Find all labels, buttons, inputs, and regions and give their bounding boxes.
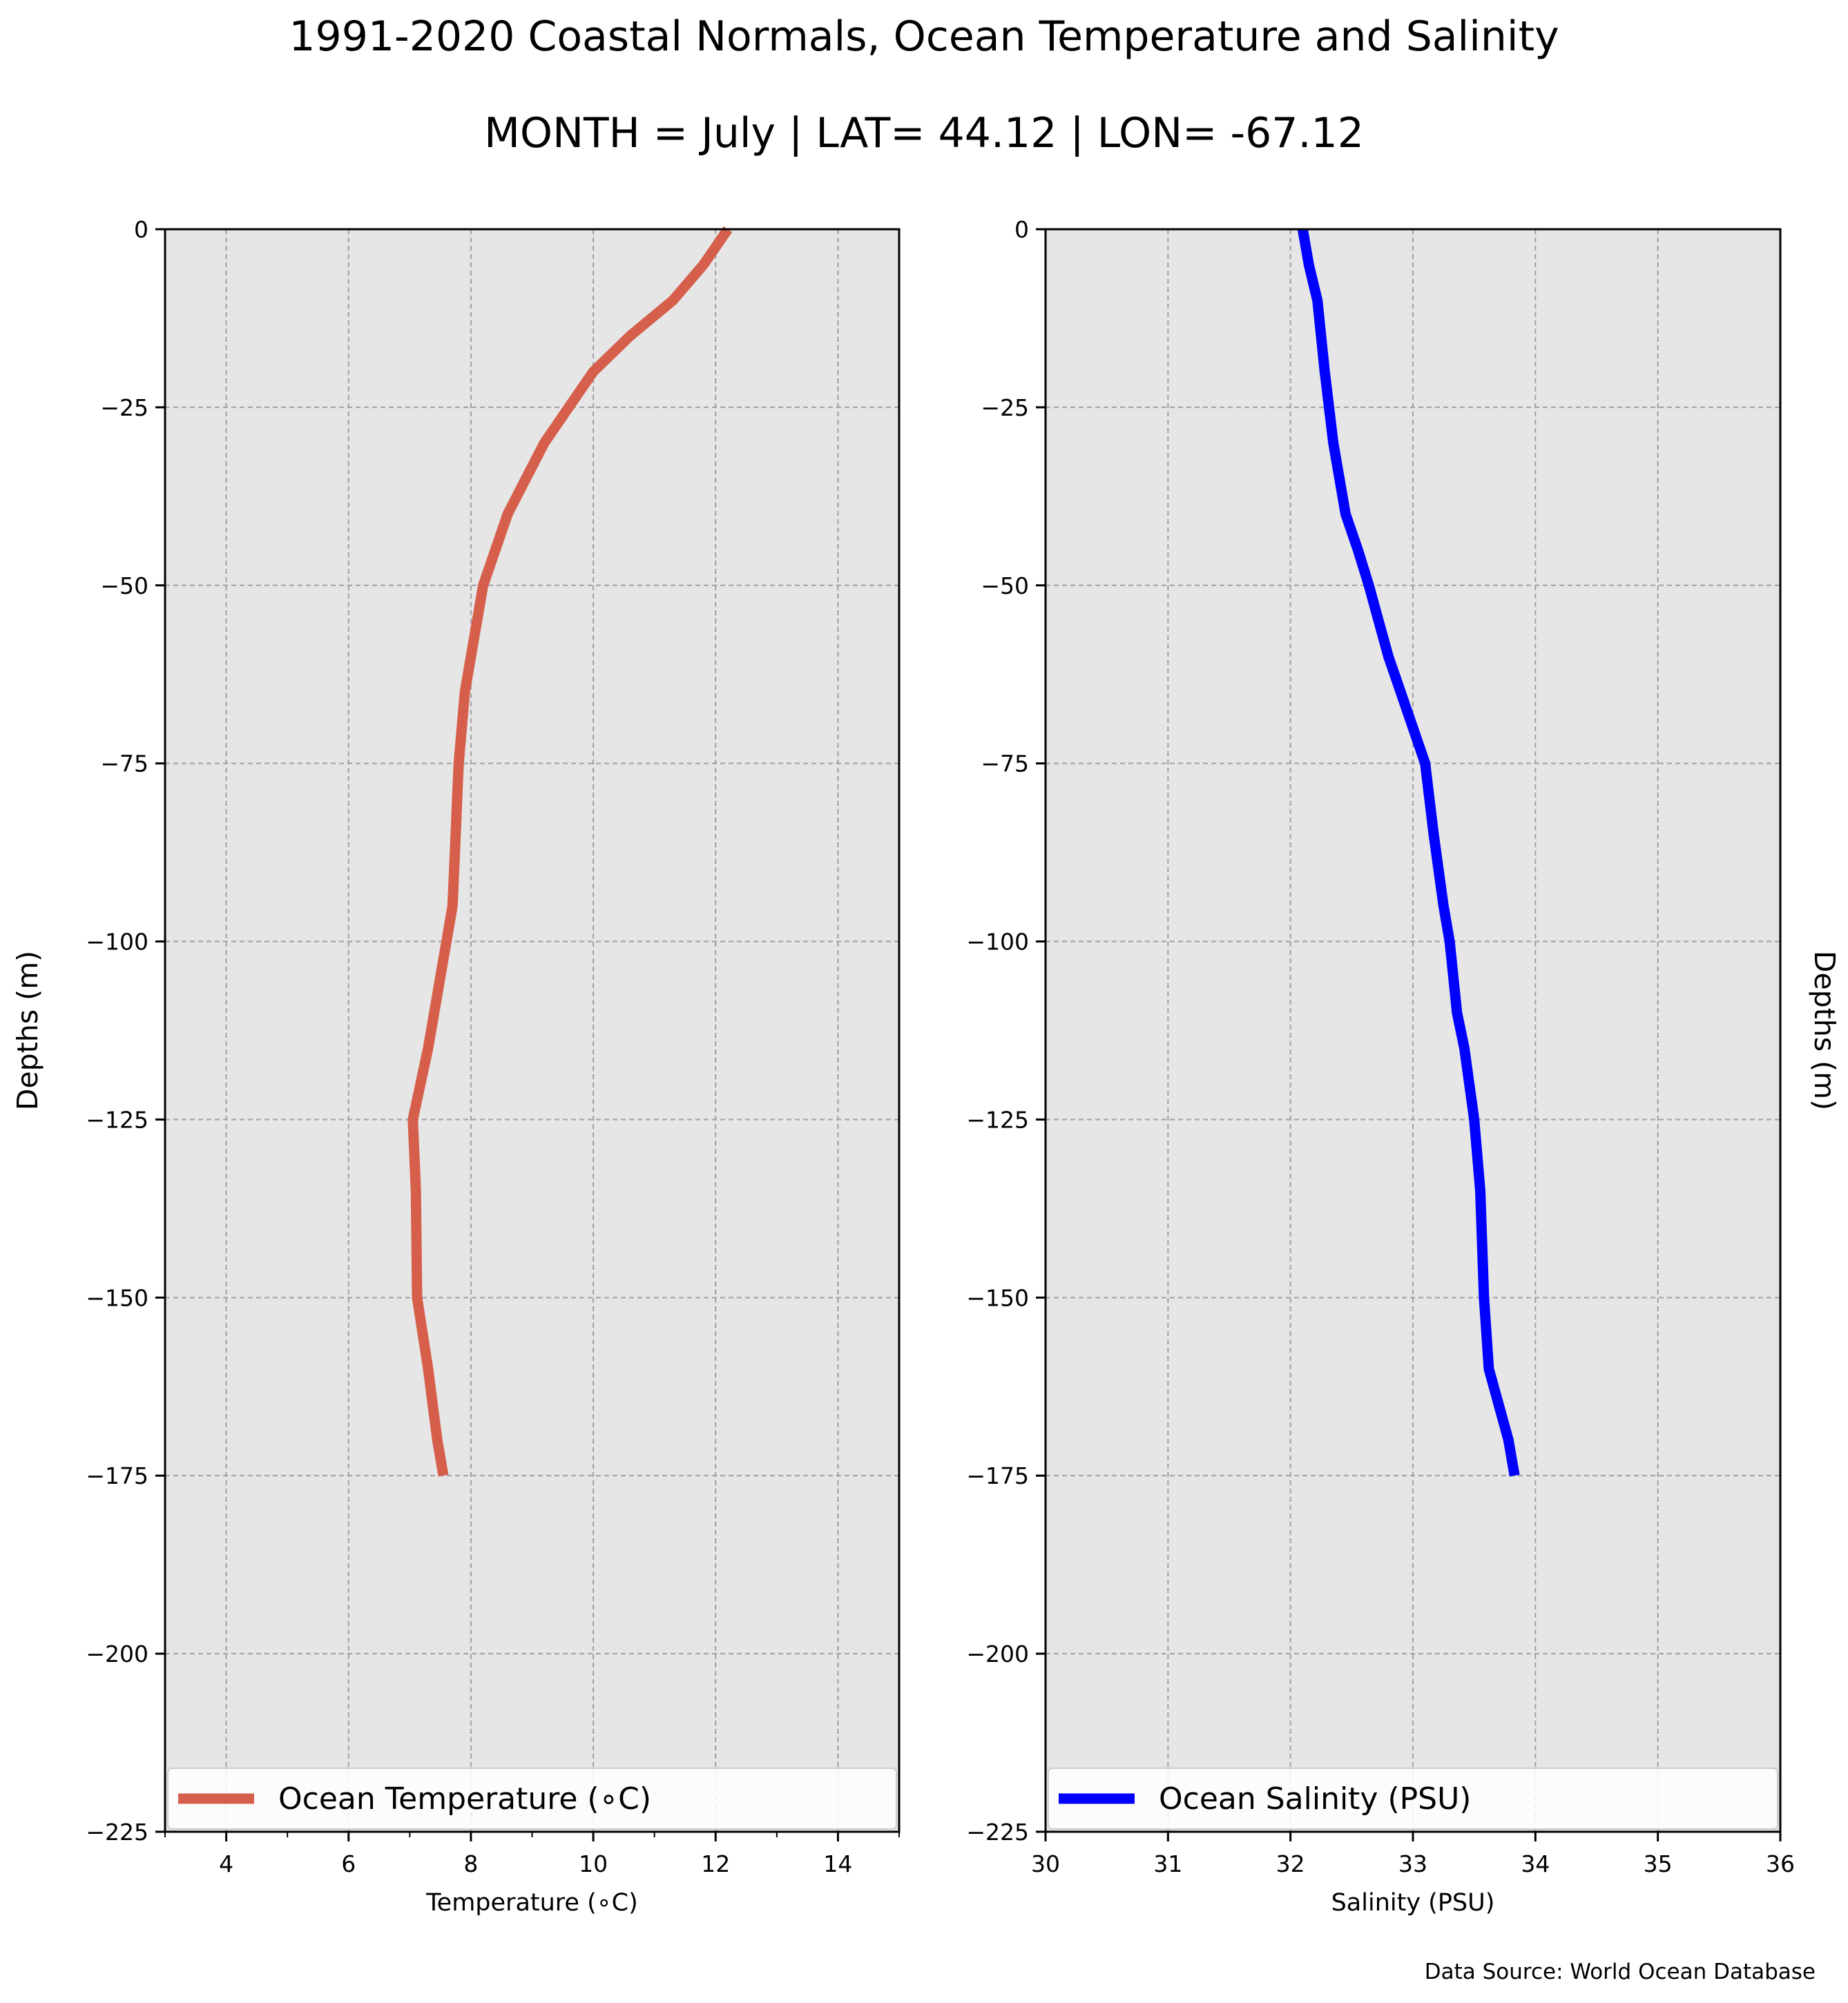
x-axis-label: Temperature (∘C) <box>425 1889 638 1917</box>
x-tick-label: 31 <box>1153 1850 1182 1877</box>
plot-background <box>165 229 899 1832</box>
x-tick-label: 32 <box>1276 1850 1305 1877</box>
data-source-note: Data Source: World Ocean Database <box>1424 1960 1816 1984</box>
x-tick-label: 35 <box>1644 1850 1673 1877</box>
y-tick-label: −125 <box>966 1106 1029 1133</box>
legend-box <box>1048 1768 1778 1830</box>
y-axis-label: Depths (m) <box>1808 951 1841 1110</box>
y-tick-label: −150 <box>966 1284 1029 1311</box>
x-tick-label: 14 <box>823 1850 852 1877</box>
temperature-panel: 4 6 8 10 12 14 0 −25 −50 −75 −100 −125 −150 −175 −200 −… <box>11 216 901 1917</box>
y-tick-label: −75 <box>981 751 1029 777</box>
y-tick-label: −150 <box>86 1284 148 1311</box>
y-tick-label: 0 <box>134 216 148 243</box>
y-tick-label: −200 <box>966 1641 1029 1667</box>
salinity-panel: 30 31 32 33 34 35 36 0 −25 −50 −75 −100 −125 −150 −175… <box>966 216 1841 1917</box>
y-tick-label: −175 <box>86 1462 148 1489</box>
y-tick-label: −100 <box>86 929 148 956</box>
x-tick-label: 30 <box>1031 1850 1060 1877</box>
y-tick-label: −25 <box>981 394 1029 421</box>
y-tick-label: −75 <box>100 751 148 777</box>
x-tick-label: 6 <box>341 1850 356 1877</box>
x-tick-label: 10 <box>579 1850 608 1877</box>
y-tick-label: −200 <box>86 1641 148 1667</box>
y-axis-label: Depths (m) <box>11 951 44 1110</box>
y-tick-label: −175 <box>966 1462 1029 1489</box>
y-tick-label: −50 <box>100 572 148 599</box>
series-line <box>407 226 733 1477</box>
y-tick-label: −225 <box>86 1819 148 1846</box>
y-tick-label: −125 <box>86 1106 148 1133</box>
y-tick-label: 0 <box>1014 216 1029 243</box>
x-axis-label: Salinity (PSU) <box>1331 1889 1495 1917</box>
y-tick-label: −100 <box>966 929 1029 956</box>
x-tick-label: 12 <box>701 1850 730 1877</box>
y-tick-label: −50 <box>981 572 1029 599</box>
legend-label: Ocean Salinity (PSU) <box>1159 1781 1471 1817</box>
legend-label: Ocean Temperature (∘C) <box>278 1781 651 1817</box>
x-tick-label: 8 <box>463 1850 478 1877</box>
y-tick-label: −25 <box>100 394 148 421</box>
y-tick-label: −225 <box>966 1819 1029 1846</box>
legend-box <box>167 1768 897 1830</box>
series-line <box>1298 228 1520 1477</box>
x-tick-label: 34 <box>1521 1850 1550 1877</box>
x-tick-label: 33 <box>1398 1850 1427 1877</box>
chart-title: 1991-2020 Coastal Normals, Ocean Tempera… <box>289 12 1559 61</box>
chart-subtitle: MONTH = July | LAT= 44.12 | LON= -67.12 <box>484 109 1364 157</box>
x-tick-label: 4 <box>219 1850 233 1877</box>
x-tick-label: 36 <box>1766 1850 1795 1877</box>
